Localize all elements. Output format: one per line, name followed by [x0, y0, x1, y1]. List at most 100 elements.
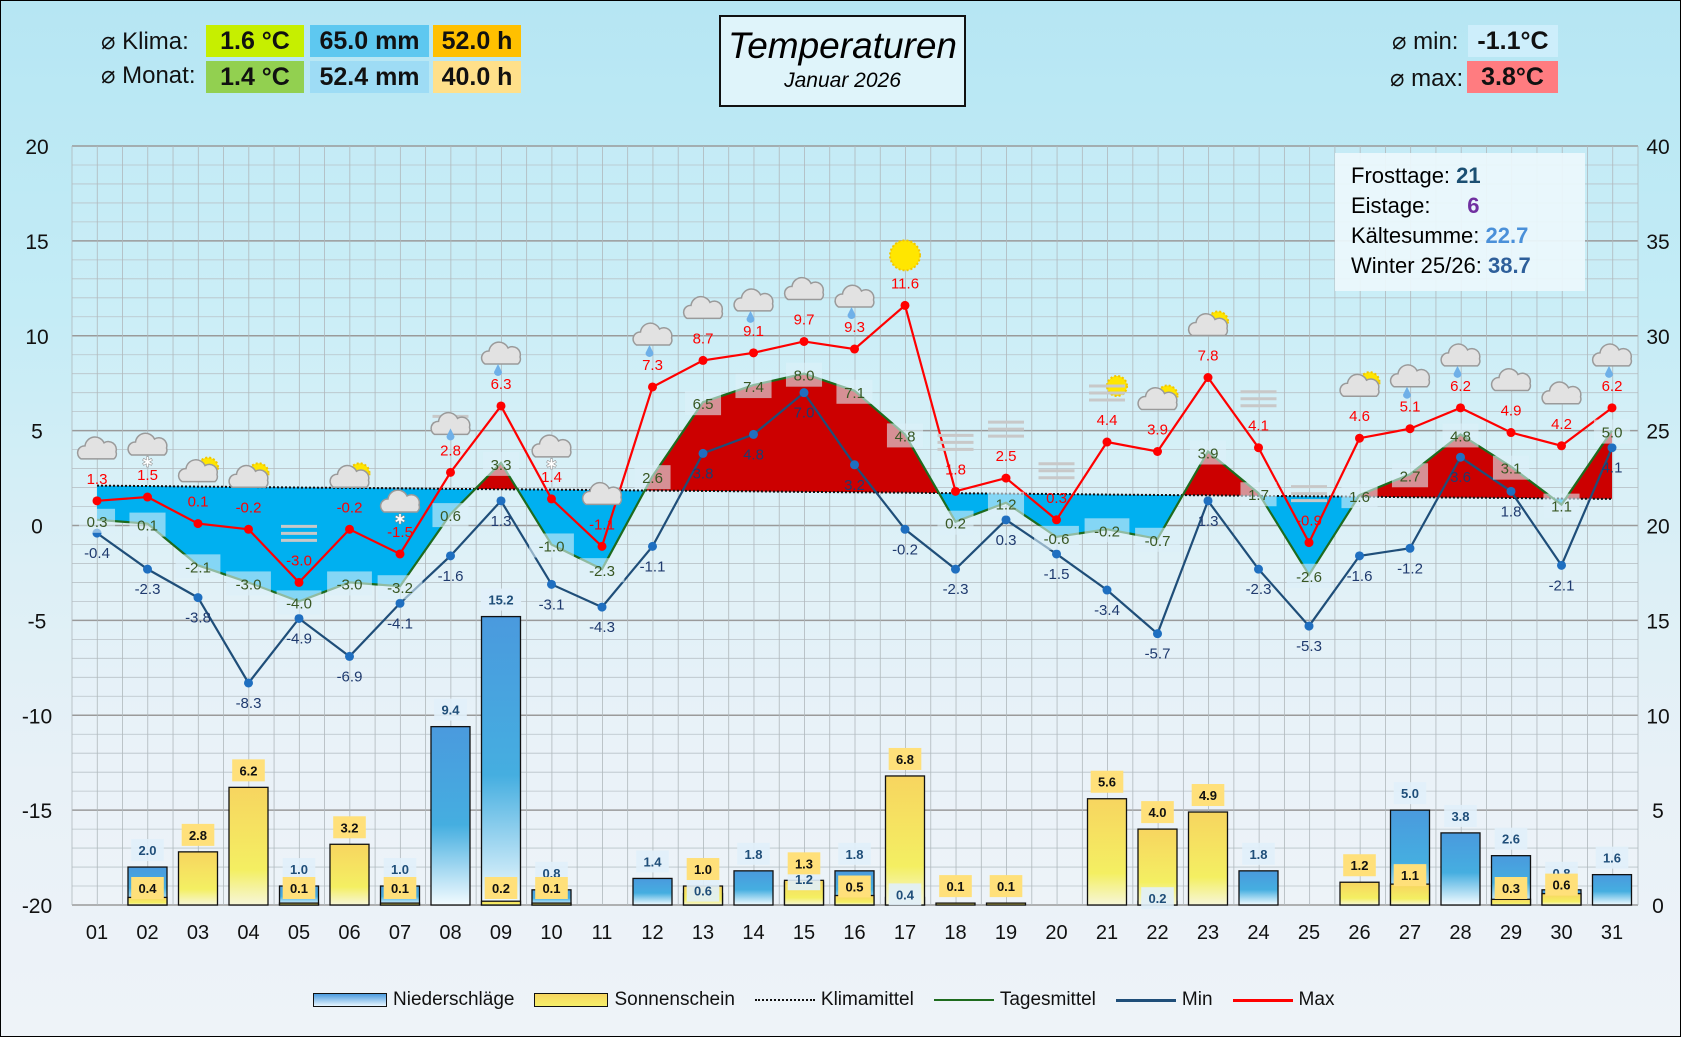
precip-label-bg — [1494, 827, 1528, 850]
sun-label-bg — [181, 823, 215, 846]
x-tick-label: 21 — [1096, 922, 1118, 944]
max-label: -0.9 — [1296, 513, 1322, 530]
max-point — [900, 300, 910, 310]
sun-bar — [1490, 898, 1532, 906]
mean-label-bg — [129, 512, 166, 537]
max-point — [1304, 538, 1314, 548]
legend-sun-swatch — [534, 993, 609, 1007]
min-point — [799, 388, 809, 398]
sun-label-bg — [1545, 873, 1578, 896]
min-point — [1304, 621, 1314, 631]
mean-label-bg — [579, 558, 625, 583]
sun-bar — [228, 786, 269, 906]
y-right-tick-label: 35 — [1646, 231, 1669, 254]
mean-label-bg — [1189, 440, 1227, 465]
sun-cloud-icon — [329, 462, 371, 489]
max-point — [547, 494, 556, 504]
rain-drop — [645, 344, 654, 357]
mean-label-bg — [937, 510, 974, 535]
precip-label-bg — [480, 588, 522, 611]
max-label: 9.7 — [794, 311, 815, 328]
precip-bar — [430, 725, 471, 906]
legend-sun: Sonnenschein — [534, 989, 735, 1011]
legend-mean-swatch — [933, 999, 994, 1001]
max-point — [1557, 441, 1566, 451]
x-tick-label: 17 — [894, 922, 916, 944]
rain-drop — [746, 310, 755, 323]
sun-core — [894, 244, 916, 266]
avg-min-value: -1.1°C — [1468, 25, 1558, 57]
monat-sun: 40.0 h — [433, 61, 521, 93]
mean-label-bg — [1286, 563, 1332, 588]
sun-label: 0.1 — [391, 881, 409, 896]
max-label: -3.0 — [286, 552, 312, 569]
mean-label-bg — [987, 491, 1025, 516]
max-point — [749, 348, 758, 358]
mean-label: -3.0 — [236, 576, 262, 593]
klima-precip: 65.0 mm — [310, 25, 429, 57]
min-point — [1405, 543, 1415, 553]
min-label: -1.1 — [640, 558, 666, 575]
legend-min-swatch — [1115, 998, 1176, 1002]
min-label: -5.7 — [1145, 646, 1171, 663]
max-point — [395, 549, 405, 559]
monat-temp: 1.4 °C — [206, 61, 304, 93]
sun-label: 6.8 — [896, 752, 914, 767]
y-right-tick-label: 0 — [1652, 895, 1664, 918]
sun-cloud-icon — [1339, 371, 1381, 397]
precip-bar — [733, 870, 774, 906]
max-point — [1203, 372, 1213, 382]
monat-label: ⌀ Monat: — [101, 62, 196, 89]
max-point — [1355, 433, 1364, 443]
sun-icon — [889, 239, 921, 272]
sun-bar — [329, 843, 370, 906]
cloud-icon — [783, 276, 825, 301]
mean-label-bg — [276, 590, 322, 615]
x-tick-label: 30 — [1550, 922, 1572, 944]
x-tick-label: 15 — [793, 922, 815, 944]
kaelte-value: 22.7 — [1485, 223, 1529, 248]
sun-label: 0.2 — [492, 881, 510, 896]
legend-max-label: Max — [1298, 989, 1335, 1010]
mean-label: 3.9 — [1198, 445, 1219, 462]
precip-label-bg — [434, 698, 467, 721]
mean-label: 1.1 — [1551, 499, 1572, 516]
x-tick-label: 05 — [288, 922, 310, 944]
legend-precip-swatch — [313, 993, 387, 1007]
y-left-tick-label: 0 — [31, 516, 43, 539]
min-point — [1506, 486, 1516, 496]
rain-drop — [1605, 365, 1613, 378]
min-point — [496, 496, 506, 506]
min-point — [597, 602, 607, 612]
max-point — [92, 496, 102, 506]
precip-label-bg — [1141, 887, 1174, 910]
max-point — [1001, 473, 1011, 483]
klima-label: ⌀ Klima: — [101, 28, 189, 55]
mean-label: -4.0 — [286, 595, 312, 612]
mean-label-bg — [432, 503, 469, 528]
precip-label: 1.2 — [795, 872, 813, 887]
max-label: 1.4 — [541, 469, 562, 486]
mean-label-bg — [836, 379, 873, 404]
max-label: 6.2 — [1450, 378, 1471, 395]
sun-label: 1.2 — [1350, 858, 1368, 873]
precip-bar — [1591, 873, 1633, 906]
max-label: 4.6 — [1349, 408, 1370, 425]
mean-label-bg — [1341, 484, 1378, 509]
sun-cloud-icon — [228, 462, 270, 489]
max-point — [1052, 515, 1061, 525]
y-left-tick-label: -20 — [22, 895, 52, 918]
fog-icon — [1038, 462, 1075, 480]
precip-label: 2.0 — [138, 843, 156, 858]
mean-label-bg — [226, 571, 271, 596]
x-tick-label: 26 — [1348, 922, 1370, 944]
mean-label: 0.6 — [440, 508, 461, 525]
sun-fog-icon — [1089, 375, 1128, 402]
precip-label-bg — [737, 842, 770, 865]
fog-rain-icon — [430, 411, 471, 441]
sun-bar — [177, 851, 219, 906]
min-point — [1254, 564, 1263, 574]
y-right-tick-label: 15 — [1646, 610, 1669, 633]
legend-climate: Klimamittel — [754, 989, 914, 1011]
